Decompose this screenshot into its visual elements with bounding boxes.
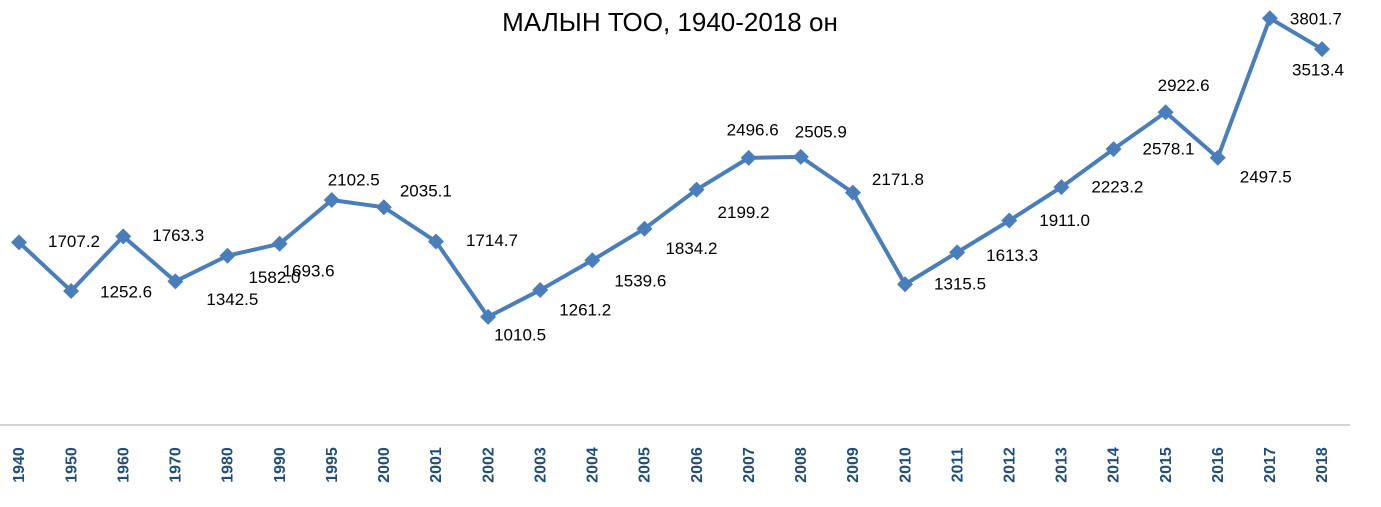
marker [1261,10,1278,27]
chart-title: МАЛЫН ТОО, 1940-2018 он [502,7,838,37]
data-label: 2199.2 [718,203,770,222]
data-label: 1010.5 [494,325,546,344]
x-tick-label: 2007 [741,447,758,483]
marker [844,184,861,201]
x-tick-label: 2012 [1001,447,1018,483]
data-label: 3513.4 [1292,61,1344,80]
data-label: 1315.5 [934,275,986,294]
marker [1105,141,1122,158]
marker [375,199,392,216]
data-label: 1693.6 [283,261,335,280]
x-tick-label: 2011 [949,448,966,483]
marker [1157,104,1174,121]
data-label: 1582.0 [248,268,300,287]
marker [480,308,497,325]
marker [949,244,966,261]
data-label: 2505.9 [795,122,847,141]
x-tick-label: 2004 [585,447,602,483]
data-label: 1252.6 [100,282,152,301]
data-label: 2496.6 [727,120,779,139]
line [17,16,1324,319]
x-tick-label: 1960 [115,447,132,483]
data-label: 3801.7 [1290,10,1342,29]
marker [1001,212,1018,229]
x-tick-label: 2018 [1314,447,1331,483]
data-label: 2102.5 [328,171,380,190]
data-label: 2223.2 [1091,178,1143,197]
data-label: 1763.3 [152,226,204,245]
x-tick-label: 2017 [1262,447,1279,483]
x-tick-label: 2016 [1210,447,1227,483]
marker [584,252,601,269]
marker [1314,41,1330,58]
x-tick-label: 2005 [637,447,654,483]
x-tick-label: 1950 [63,447,80,483]
data-label: 1613.3 [986,246,1038,265]
x-tick-label: 1940 [11,447,28,483]
marker [636,220,653,237]
x-tick-label: 1995 [324,447,341,483]
marker [427,233,444,250]
data-label: 1539.6 [614,272,666,291]
marker [1053,179,1070,196]
data-label: 2035.1 [400,182,452,201]
data-label: 1911.0 [1039,211,1090,230]
marker [740,149,757,166]
marker [323,192,340,209]
x-tick-label: 2009 [845,447,862,483]
data-label: 2922.6 [1158,76,1210,95]
data-label: 2578.1 [1143,140,1195,159]
x-tick-label: 2003 [532,447,549,483]
marker [115,228,132,245]
marker [897,276,914,293]
marker [532,282,549,299]
x-tick-label: 1990 [272,447,289,483]
x-tick-label: 2002 [480,447,497,483]
x-tick-label: 1970 [168,447,185,483]
marker [11,234,27,251]
data-label: 1261.2 [559,301,611,320]
x-tick-label: 2014 [1106,447,1123,483]
x-tick-label: 2000 [376,447,393,483]
data-label: 2497.5 [1240,167,1292,186]
x-tick-label: 2001 [428,447,445,483]
marker [271,235,288,252]
x-tick-label: 2006 [689,447,706,483]
data-label: 1707.2 [48,232,100,251]
x-tick-label: 1980 [220,447,237,483]
x-tick-label: 2013 [1054,447,1071,483]
marker [792,148,809,165]
data-label: 2171.8 [872,170,924,189]
x-tick-label: 2008 [793,447,810,483]
marker [63,282,80,299]
marker [688,181,705,198]
marker [1209,149,1226,166]
marker [219,247,236,264]
x-tick-label: 2010 [897,447,914,483]
data-label: 1714.7 [466,231,518,250]
data-label: 1342.5 [206,290,258,309]
marker [167,273,184,290]
data-label: 1834.2 [665,239,717,258]
x-tick-label: 2015 [1158,447,1175,483]
